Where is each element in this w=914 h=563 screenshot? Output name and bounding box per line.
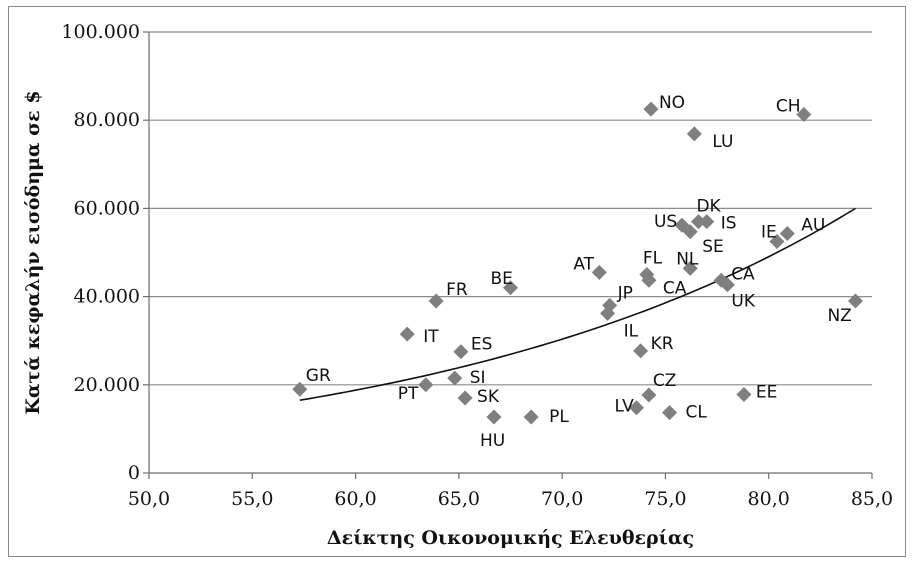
data-point-ee	[736, 387, 752, 403]
y-tick-label: 20.000	[74, 374, 140, 396]
data-label-fr: FR	[446, 280, 468, 300]
data-label-pt: PT	[398, 384, 419, 404]
data-point-ca	[641, 272, 657, 288]
data-label-ee: EE	[756, 383, 777, 403]
data-point-hu	[486, 409, 502, 425]
data-point-labels: GRITFRPTSIESSKHUBEPLATJPILLVKRFLCACZNOCL…	[306, 93, 852, 451]
data-label-ca: CA	[731, 264, 755, 284]
x-axis-title: Δείκτης Οικονομικής Ελευθερίας	[327, 527, 694, 549]
data-point-is	[699, 214, 715, 230]
x-tick-label: 75,0	[644, 488, 686, 510]
data-label-pl: PL	[549, 407, 569, 427]
data-label-se: SE	[702, 237, 724, 257]
scatter-chart: 0 20.000 40.000 60.000 80.000 100.000 50,0 55,…	[22, 21, 893, 549]
data-label-ca: CA	[663, 278, 687, 298]
x-tick-label: 50,0	[128, 488, 170, 510]
y-axis-tick-labels: 0 20.000 40.000 60.000 80.000 100.000	[61, 21, 140, 484]
chart-frame: 0 20.000 40.000 60.000 80.000 100.000 50,0 55,…	[8, 6, 906, 557]
data-label-sk: SK	[477, 387, 500, 407]
data-point-no	[643, 101, 659, 117]
x-tick-label: 70,0	[541, 488, 583, 510]
data-point-lu	[686, 126, 702, 142]
x-tick-label: 80,0	[748, 488, 790, 510]
data-label-au: AU	[801, 216, 825, 236]
data-point-si	[447, 370, 463, 386]
data-label-uk: UK	[731, 292, 755, 312]
data-point-dk	[690, 214, 706, 230]
data-point-kr	[633, 343, 649, 359]
data-label-ch: CH	[776, 96, 801, 116]
data-point-es	[453, 344, 469, 360]
data-label-it: IT	[423, 327, 439, 347]
data-point-se	[682, 224, 698, 240]
data-point-nl	[682, 260, 698, 276]
axes	[143, 31, 873, 479]
x-tick-label: 55,0	[231, 488, 273, 510]
data-label-cz: CZ	[653, 371, 677, 391]
data-label-nl: NL	[676, 249, 699, 269]
data-label-jp: JP	[617, 283, 633, 303]
y-tick-label: 60.000	[74, 197, 140, 219]
data-label-hu: HU	[480, 431, 505, 451]
data-label-il: IL	[624, 321, 639, 341]
data-point-sk	[457, 390, 473, 406]
data-point-lv	[629, 400, 645, 416]
x-tick-label: 85,0	[851, 488, 893, 510]
data-points	[292, 101, 863, 425]
y-tick-label: 100.000	[61, 21, 140, 43]
data-label-lv: LV	[615, 397, 635, 417]
x-tick-label: 60,0	[334, 488, 376, 510]
y-tick-label: 80.000	[74, 109, 140, 131]
data-point-pl	[523, 409, 539, 425]
data-point-cz	[641, 387, 657, 403]
data-point-fr	[428, 293, 444, 309]
data-point-be	[503, 280, 518, 296]
data-point-cl	[662, 405, 678, 421]
data-point-gr	[292, 381, 308, 397]
data-point-nz	[847, 293, 863, 309]
data-label-fl: FL	[643, 249, 663, 269]
trendline	[299, 207, 856, 401]
data-point-it	[399, 326, 415, 342]
data-point-ie	[769, 233, 785, 249]
data-point-pt	[418, 377, 434, 393]
data-label-dk: DK	[696, 197, 721, 217]
data-label-kr: KR	[651, 334, 674, 354]
data-label-nz: NZ	[827, 306, 851, 326]
data-label-lu: LU	[712, 132, 733, 152]
data-point-at	[591, 264, 607, 280]
data-label-es: ES	[471, 335, 493, 355]
gridlines	[149, 31, 872, 386]
y-tick-label: 40.000	[74, 286, 140, 308]
data-label-cl: CL	[686, 403, 708, 423]
data-point-au	[779, 226, 795, 242]
data-point-uk	[719, 277, 735, 293]
data-label-is: IS	[721, 214, 737, 234]
data-label-gr: GR	[306, 366, 331, 386]
data-label-no: NO	[659, 93, 685, 113]
data-label-be: BE	[491, 269, 513, 289]
data-label-at: AT	[573, 254, 594, 274]
data-label-si: SI	[470, 368, 486, 388]
y-tick-label: 0	[128, 462, 140, 484]
data-label-us: US	[654, 212, 677, 232]
x-tick-label: 65,0	[438, 488, 480, 510]
x-axis-tick-labels: 50,0 55,0 60,0 65,0 70,0 75,0 80,0 85,0	[128, 488, 893, 510]
data-point-il	[600, 305, 616, 321]
y-axis-title: Κατά κεφαλήν εισόδημα σε $	[22, 90, 44, 414]
data-point-ch	[796, 106, 812, 122]
data-label-ie: IE	[761, 222, 777, 242]
